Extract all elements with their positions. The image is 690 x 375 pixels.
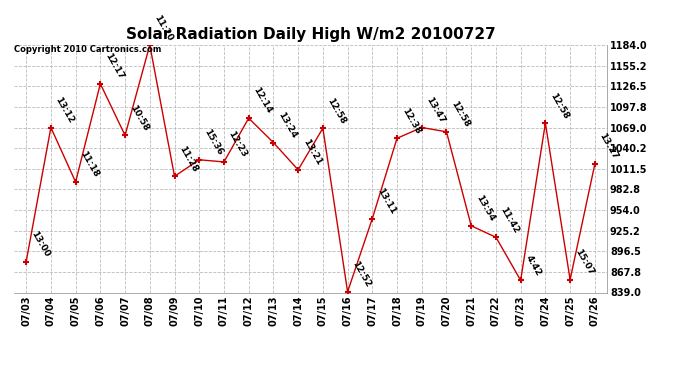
- Text: 13:54: 13:54: [474, 194, 496, 223]
- Text: 13:27: 13:27: [598, 132, 620, 161]
- Text: 11:18: 11:18: [79, 150, 101, 179]
- Text: 11:28: 11:28: [177, 144, 199, 174]
- Text: 13:24: 13:24: [276, 110, 298, 140]
- Text: 12:58: 12:58: [449, 100, 471, 129]
- Title: Solar Radiation Daily High W/m2 20100727: Solar Radiation Daily High W/m2 20100727: [126, 27, 495, 42]
- Text: 15:36: 15:36: [202, 128, 224, 157]
- Text: 11:20: 11:20: [152, 13, 175, 42]
- Text: 12:14: 12:14: [251, 86, 274, 116]
- Text: 12:58: 12:58: [548, 91, 570, 120]
- Text: 12:52: 12:52: [351, 260, 373, 289]
- Text: 11:42: 11:42: [499, 205, 521, 234]
- Text: 15:07: 15:07: [573, 248, 595, 277]
- Text: 12:17: 12:17: [103, 52, 126, 81]
- Text: 13:11: 13:11: [375, 186, 397, 216]
- Text: 13:00: 13:00: [29, 230, 51, 259]
- Text: Copyright 2010 Cartronics.com: Copyright 2010 Cartronics.com: [14, 45, 161, 54]
- Text: 13:21: 13:21: [301, 138, 323, 167]
- Text: 10:58: 10:58: [128, 104, 150, 133]
- Text: 12:58: 12:58: [326, 96, 348, 126]
- Text: 12:38: 12:38: [400, 106, 422, 135]
- Text: 13:12: 13:12: [54, 95, 76, 125]
- Text: 4:42: 4:42: [524, 254, 542, 278]
- Text: 12:23: 12:23: [227, 130, 249, 159]
- Text: 13:47: 13:47: [424, 95, 446, 125]
